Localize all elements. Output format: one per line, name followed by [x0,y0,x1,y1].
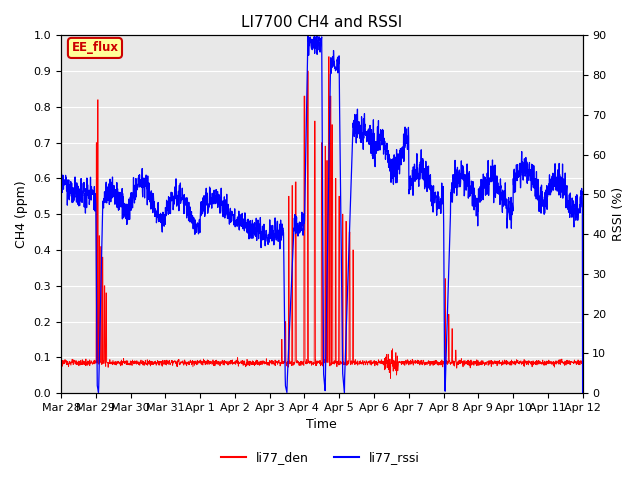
li77_rssi [348,149,356,155]
Title: LI7700 CH4 and RSSI: LI7700 CH4 and RSSI [241,15,403,30]
li77_rssi [474,204,481,210]
li77_rssi [203,198,211,204]
Line: li77_rssi: li77_rssi [61,36,582,393]
X-axis label: Time: Time [307,419,337,432]
Text: EE_flux: EE_flux [72,41,118,54]
li77_rssi [305,33,312,38]
li77_rssi [533,191,541,197]
li77_rssi [337,207,344,213]
Y-axis label: RSSI (%): RSSI (%) [612,187,625,241]
li77_rssi [57,187,65,193]
li77_den [474,361,481,367]
li77_den [348,361,356,367]
li77_den [57,361,65,367]
li77_den [337,360,344,366]
Line: li77_den: li77_den [61,57,582,378]
li77_den [548,359,556,365]
li77_den [579,359,586,365]
Legend: li77_den, li77_rssi: li77_den, li77_rssi [216,446,424,469]
li77_rssi [579,390,586,396]
li77_den [324,54,332,60]
Y-axis label: CH4 (ppm): CH4 (ppm) [15,180,28,248]
li77_den [533,362,541,368]
li77_den [203,360,211,365]
li77_den [387,375,394,381]
li77_rssi [547,177,555,182]
